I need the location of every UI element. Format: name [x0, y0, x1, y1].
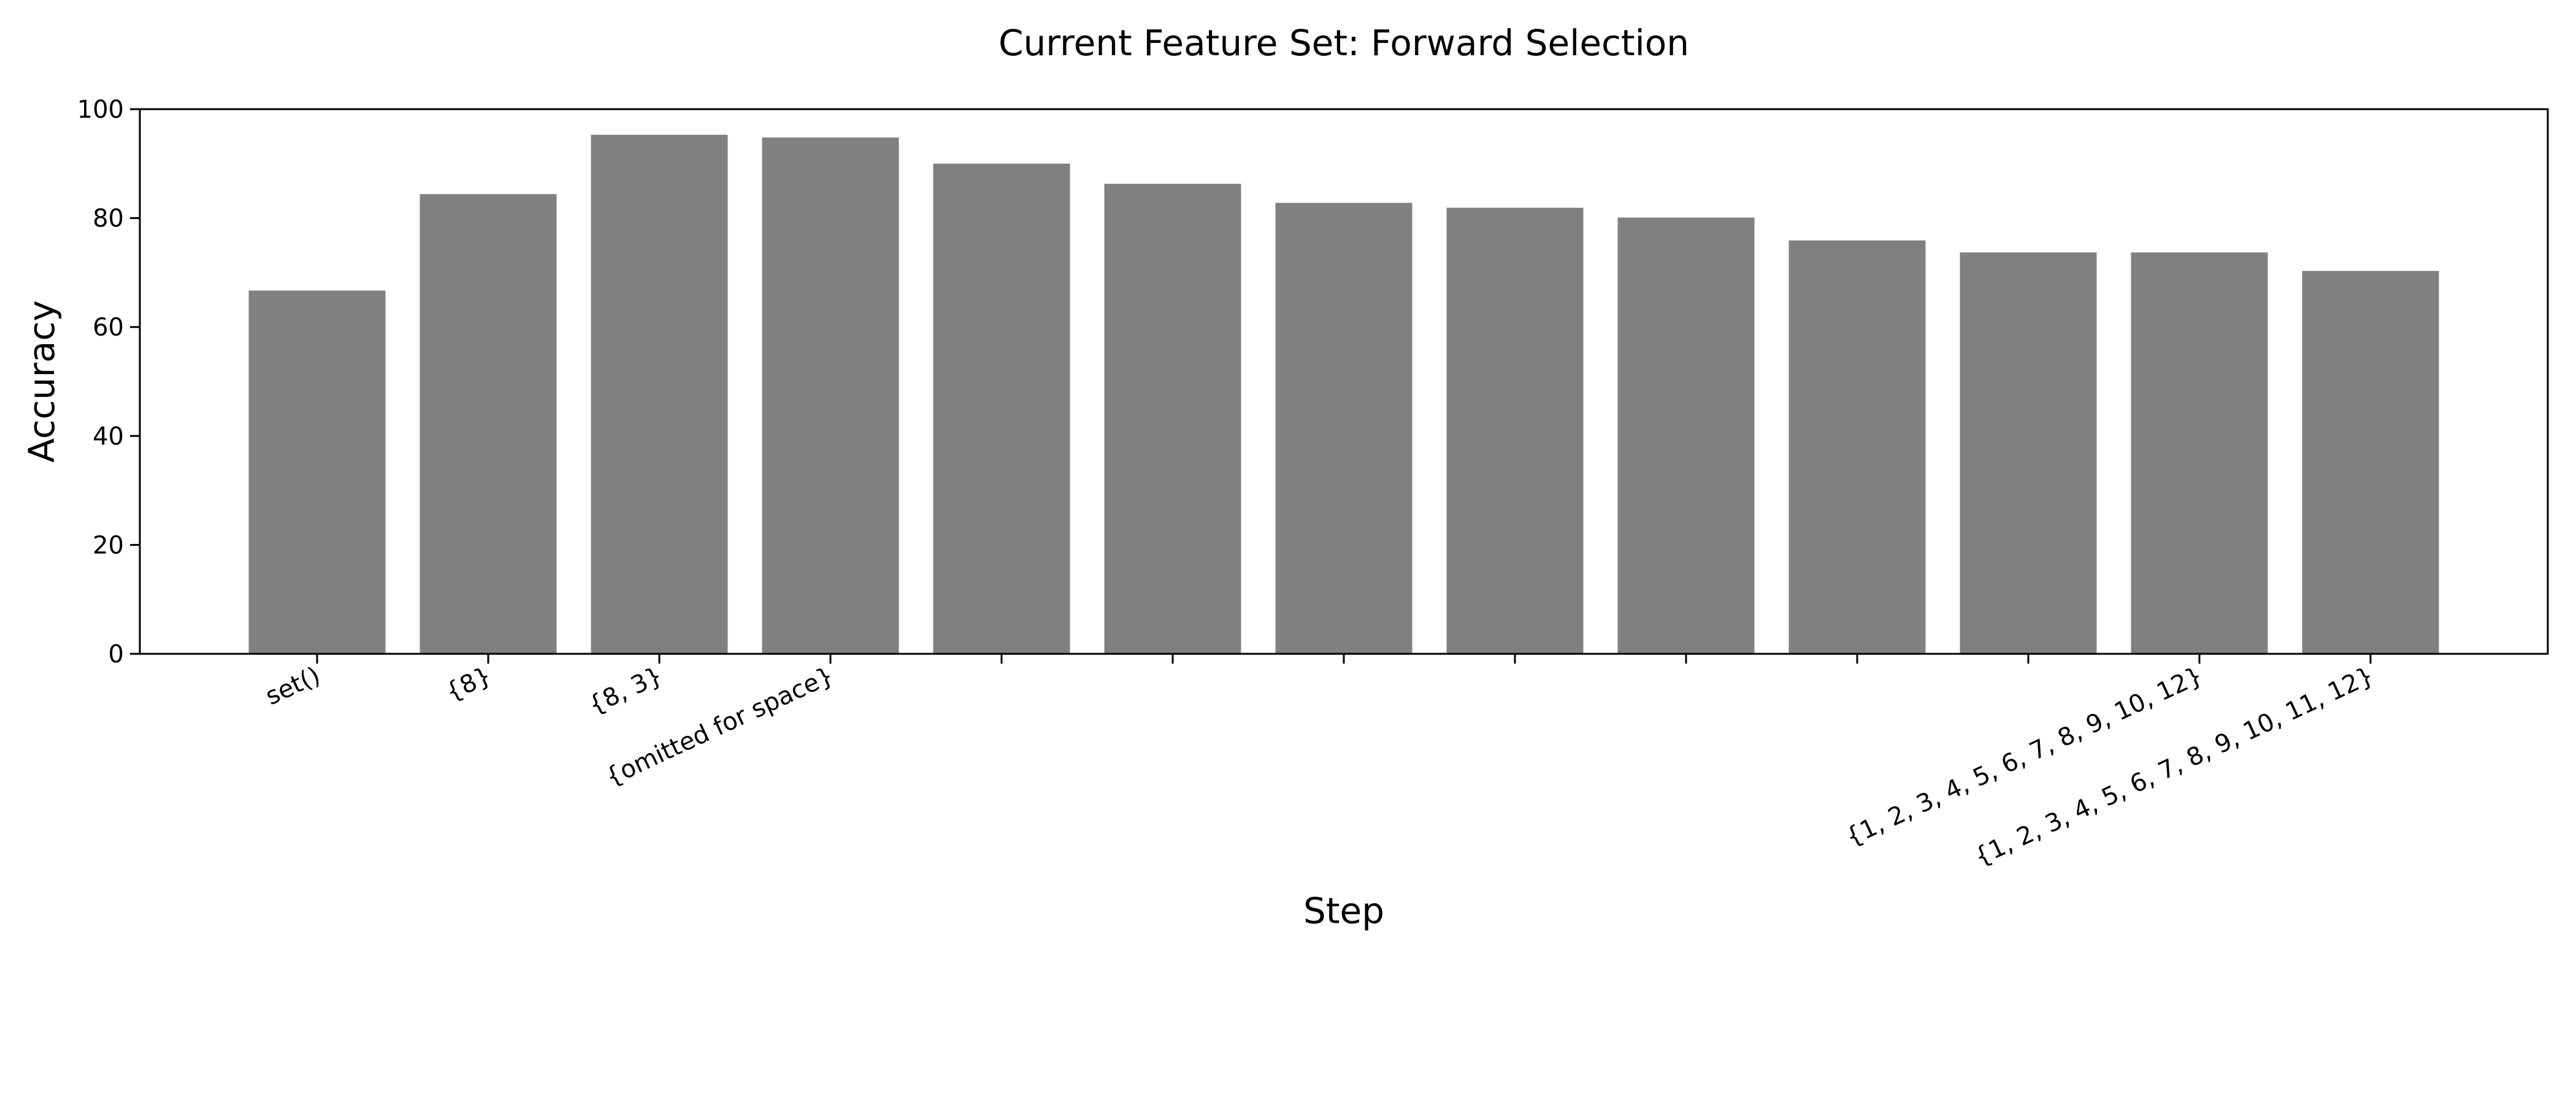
chart-title: Current Feature Set: Forward Selection [999, 22, 1689, 64]
bars-layer [248, 134, 2439, 654]
bar [1960, 252, 2097, 654]
x-tick-label: {8, 3} [584, 661, 667, 719]
y-tick-label: 100 [77, 96, 124, 124]
bar [248, 290, 386, 654]
plot-frame [139, 108, 2549, 655]
bar [1446, 207, 1584, 654]
y-axis-label: Accuracy [21, 301, 63, 463]
y-tick-label: 60 [93, 313, 124, 342]
y-tick-label: 0 [109, 640, 124, 669]
x-tick-label: set() [261, 661, 324, 711]
bar [591, 134, 728, 654]
y-axis: 0 20 40 60 80 100 [77, 96, 140, 669]
bar [2302, 270, 2439, 654]
bar [1104, 183, 1241, 654]
bar [2131, 252, 2268, 654]
bar [1275, 202, 1413, 654]
bar [1788, 240, 1926, 654]
bar [762, 137, 899, 654]
y-tick-label: 80 [93, 205, 124, 233]
y-tick-label: 40 [93, 423, 124, 451]
bar [933, 163, 1070, 654]
y-tick-label: 20 [93, 531, 124, 559]
x-axis-label: Step [1303, 890, 1384, 932]
bar [420, 194, 557, 654]
x-axis: set() {8} {8, 3}{omitted for space} {1, 2, … [261, 654, 2378, 872]
bar [1617, 217, 1755, 654]
x-tick-label: {8} [442, 661, 496, 707]
